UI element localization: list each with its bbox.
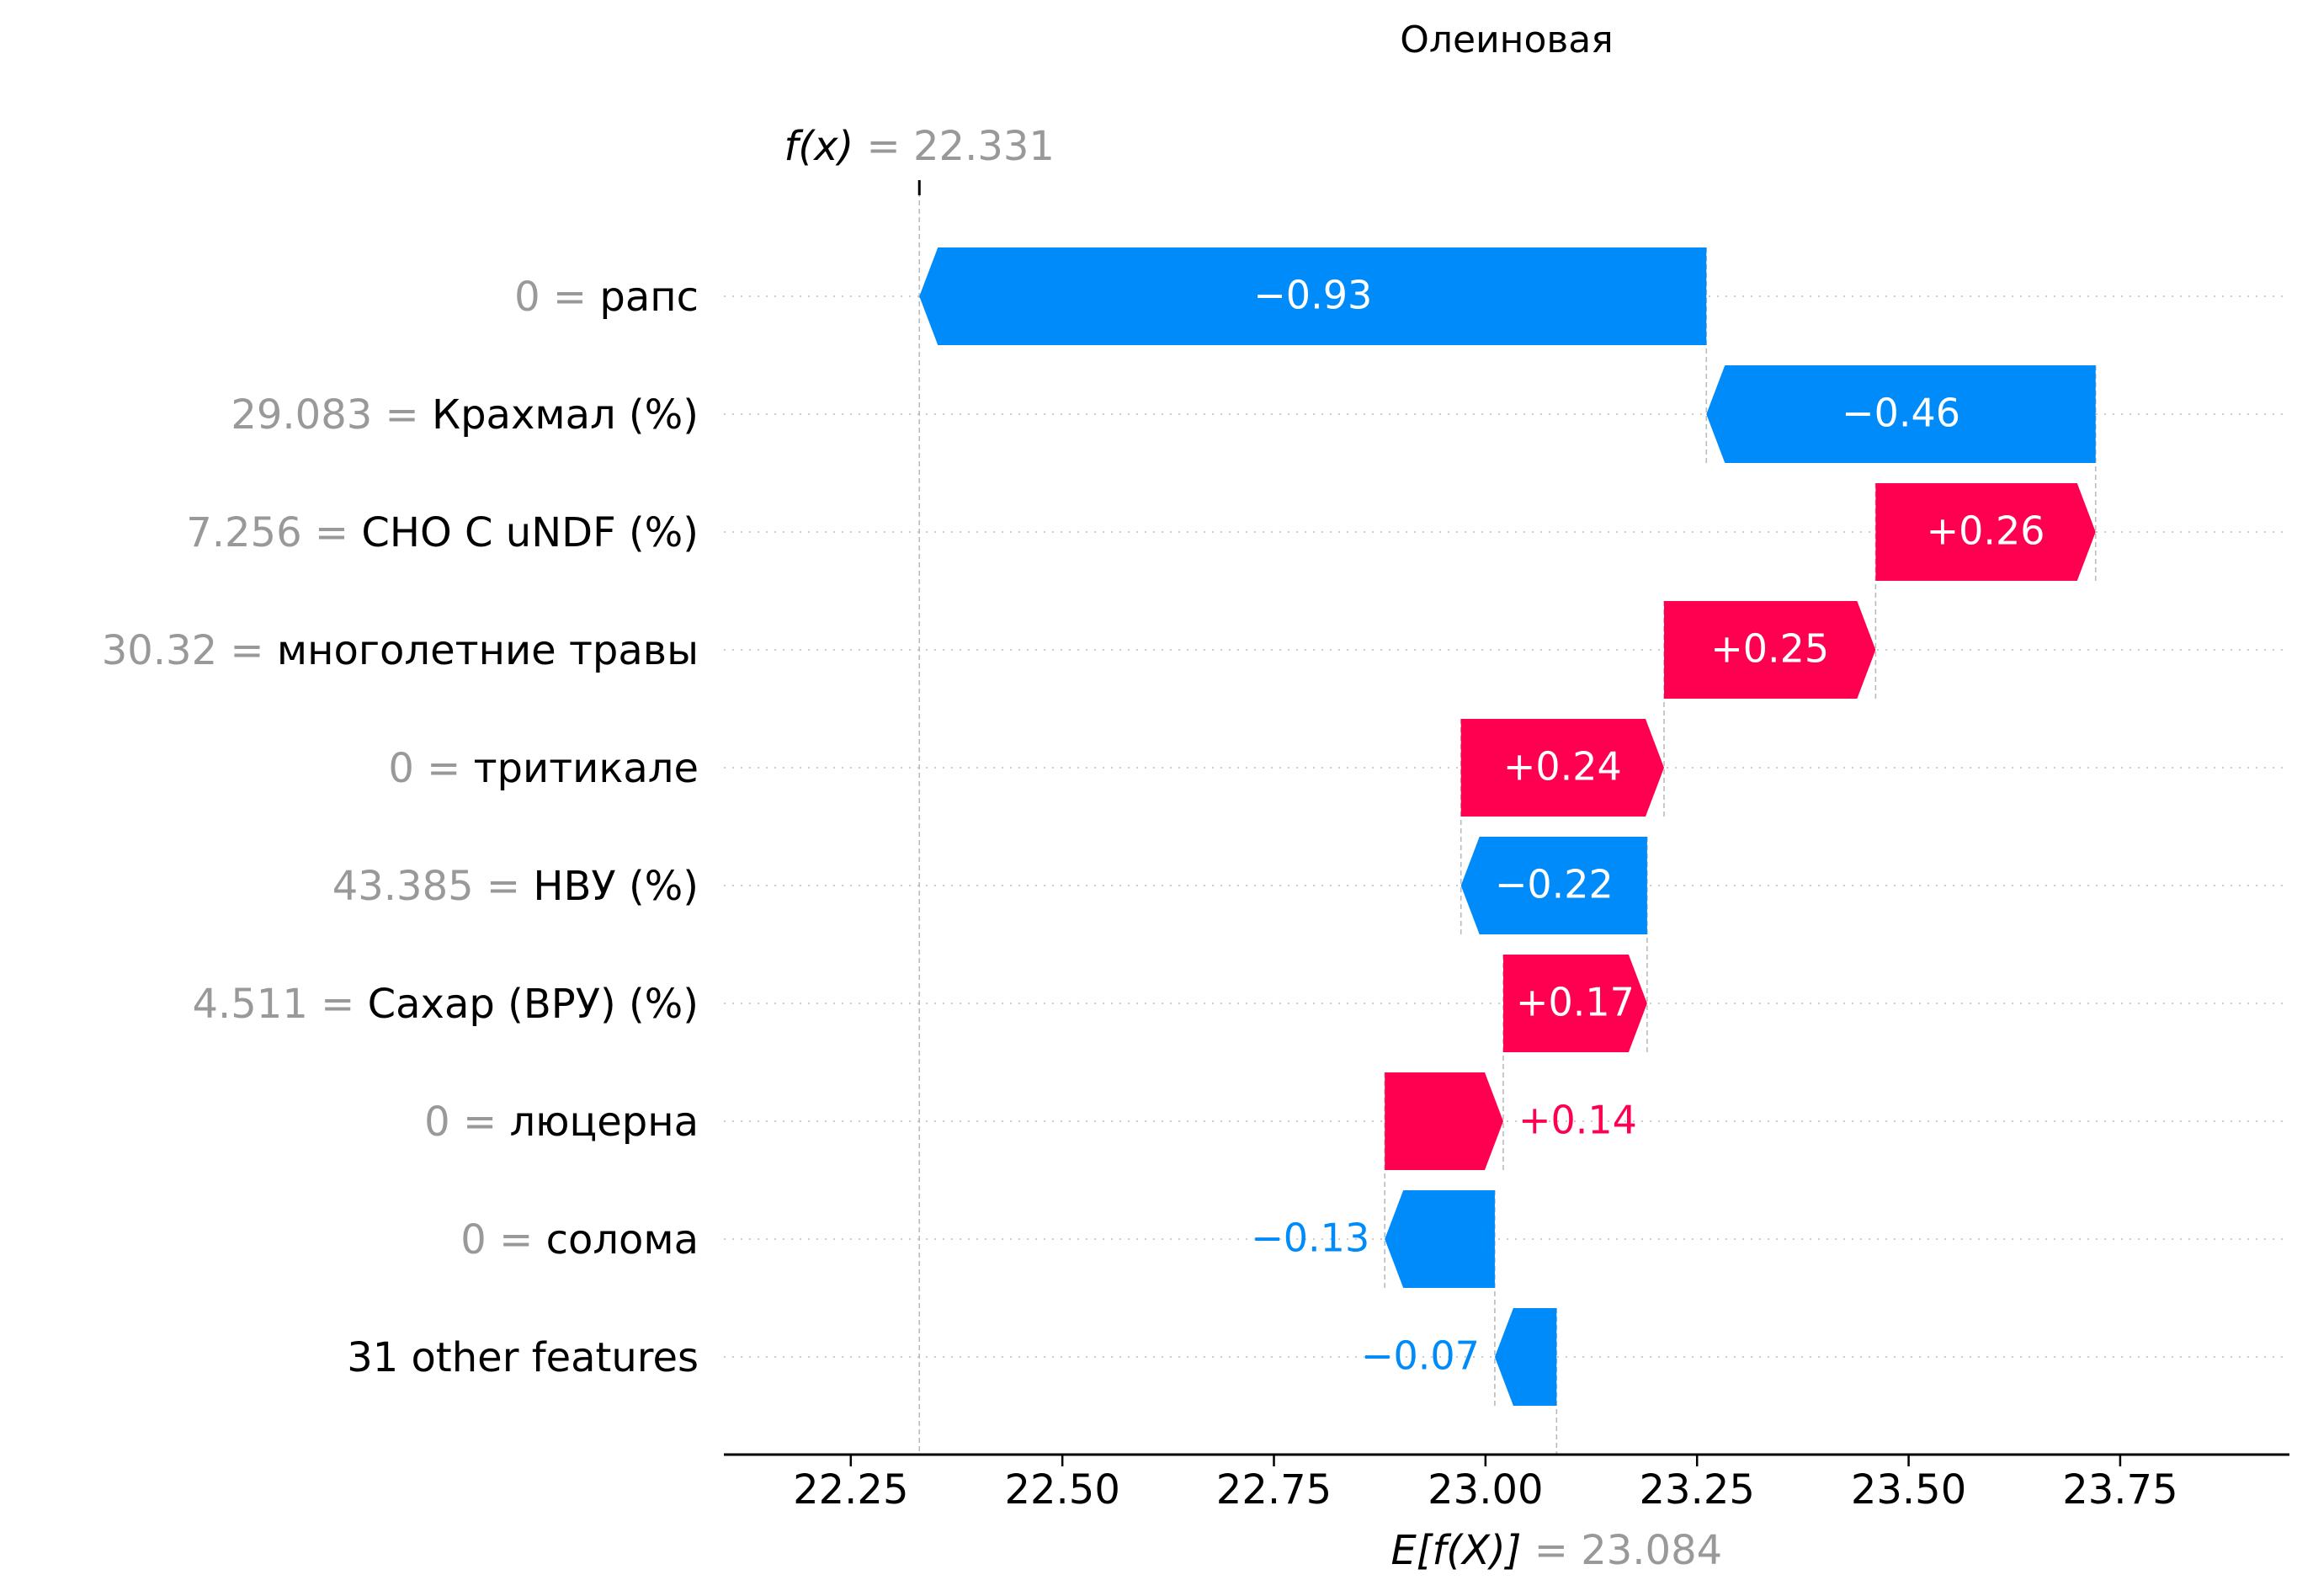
positive-bar [1385,1072,1503,1170]
feature-name: Крахмал (%) [432,391,699,439]
positive-bar [1664,601,1876,699]
bars: −0.93 −0.46 +0.26 +0.25 +0.24 −0.22 +0.17 +0.14… [919,247,2096,1406]
x-axis: 22.25 22.50 22.75 23.00 23.25 23.50 23.75 f(x) … [724,123,2289,1574]
feature-value: 0 = [514,274,599,321]
feature-label: 43.385 = НВУ (%) [332,863,699,910]
feature-label: 7.256 = CHO C uNDF (%) [186,509,699,556]
feature-value: 29.083 = [231,391,432,439]
negative-bar [1460,837,1647,934]
feature-label: 31 other features [347,1334,699,1381]
feature-value: 0 = [424,1099,509,1146]
fx-annotation: f(x) = 22.331 [784,123,1055,170]
bar-value-label: +0.25 [1710,626,1829,672]
bar-value-label: +0.14 [1518,1098,1637,1143]
feature-value: 30.32 = [102,627,277,674]
feature-label: 4.511 = Сахар (ВРУ) (%) [192,981,699,1028]
x-tick-label: 22.75 [1216,1466,1332,1514]
bar-value-label: +0.17 [1516,980,1635,1025]
positive-bar [1875,483,2096,581]
feature-name: рапс [599,274,699,321]
x-tick-label: 22.25 [793,1466,908,1514]
feature-value: 0 = [460,1216,545,1264]
ex-label: E[f(X)] [1390,1527,1521,1574]
x-tick-label: 22.50 [1004,1466,1119,1514]
bar-value-label: −0.46 [1842,391,1960,436]
positive-bar [1502,955,1647,1052]
feature-name: тритикале [474,745,699,792]
negative-bar [919,247,1707,345]
negative-bar [1385,1190,1495,1288]
feature-name: многолетние травы [277,627,699,674]
fx-label: f(x) [784,123,854,170]
positive-bar [1460,719,1665,817]
feature-label: 30.32 = многолетние травы [102,627,699,674]
bar-value-label: +0.26 [1927,508,2045,554]
fx-value: = 22.331 [853,123,1055,170]
negative-bar [1706,365,2096,463]
x-tick-label: 23.00 [1428,1466,1543,1514]
feature-label: 0 = люцерна [424,1099,699,1146]
feature-value: 7.256 = [186,509,361,556]
x-tick-label: 23.75 [2062,1466,2177,1514]
feature-name: люцерна [509,1099,699,1146]
feature-name: 31 other features [347,1334,699,1381]
feature-label: 0 = солома [460,1216,699,1264]
bar-value-label: −0.07 [1361,1333,1480,1379]
x-tick-label: 23.50 [1851,1466,1966,1514]
feature-value: 4.511 = [192,981,367,1028]
feature-name: солома [546,1216,699,1264]
feature-value: 43.385 = [332,863,534,910]
bar-value-label: −0.22 [1495,862,1614,907]
chart-title: Олеиновая [1400,19,1613,61]
feature-name: НВУ (%) [533,863,699,910]
feature-label: 0 = тритикале [388,745,699,792]
feature-labels: 0 = рапс 29.083 = Крахмал (%) 7.256 = CHO … [102,274,699,1381]
ex-annotation: E[f(X)] = 23.084 [1390,1527,1722,1574]
bar-value-label: +0.24 [1503,744,1622,790]
bar-value-label: −0.93 [1253,273,1372,318]
feature-name: CHO C uNDF (%) [361,509,699,556]
bar-value-label: −0.13 [1251,1216,1369,1261]
feature-label: 29.083 = Крахмал (%) [231,391,699,439]
feature-name: Сахар (ВРУ) (%) [368,981,699,1028]
feature-label: 0 = рапс [514,274,699,321]
x-tick-label: 23.25 [1640,1466,1755,1514]
negative-bar [1494,1308,1557,1406]
ex-value: = 23.084 [1521,1527,1722,1574]
feature-value: 0 = [388,745,473,792]
